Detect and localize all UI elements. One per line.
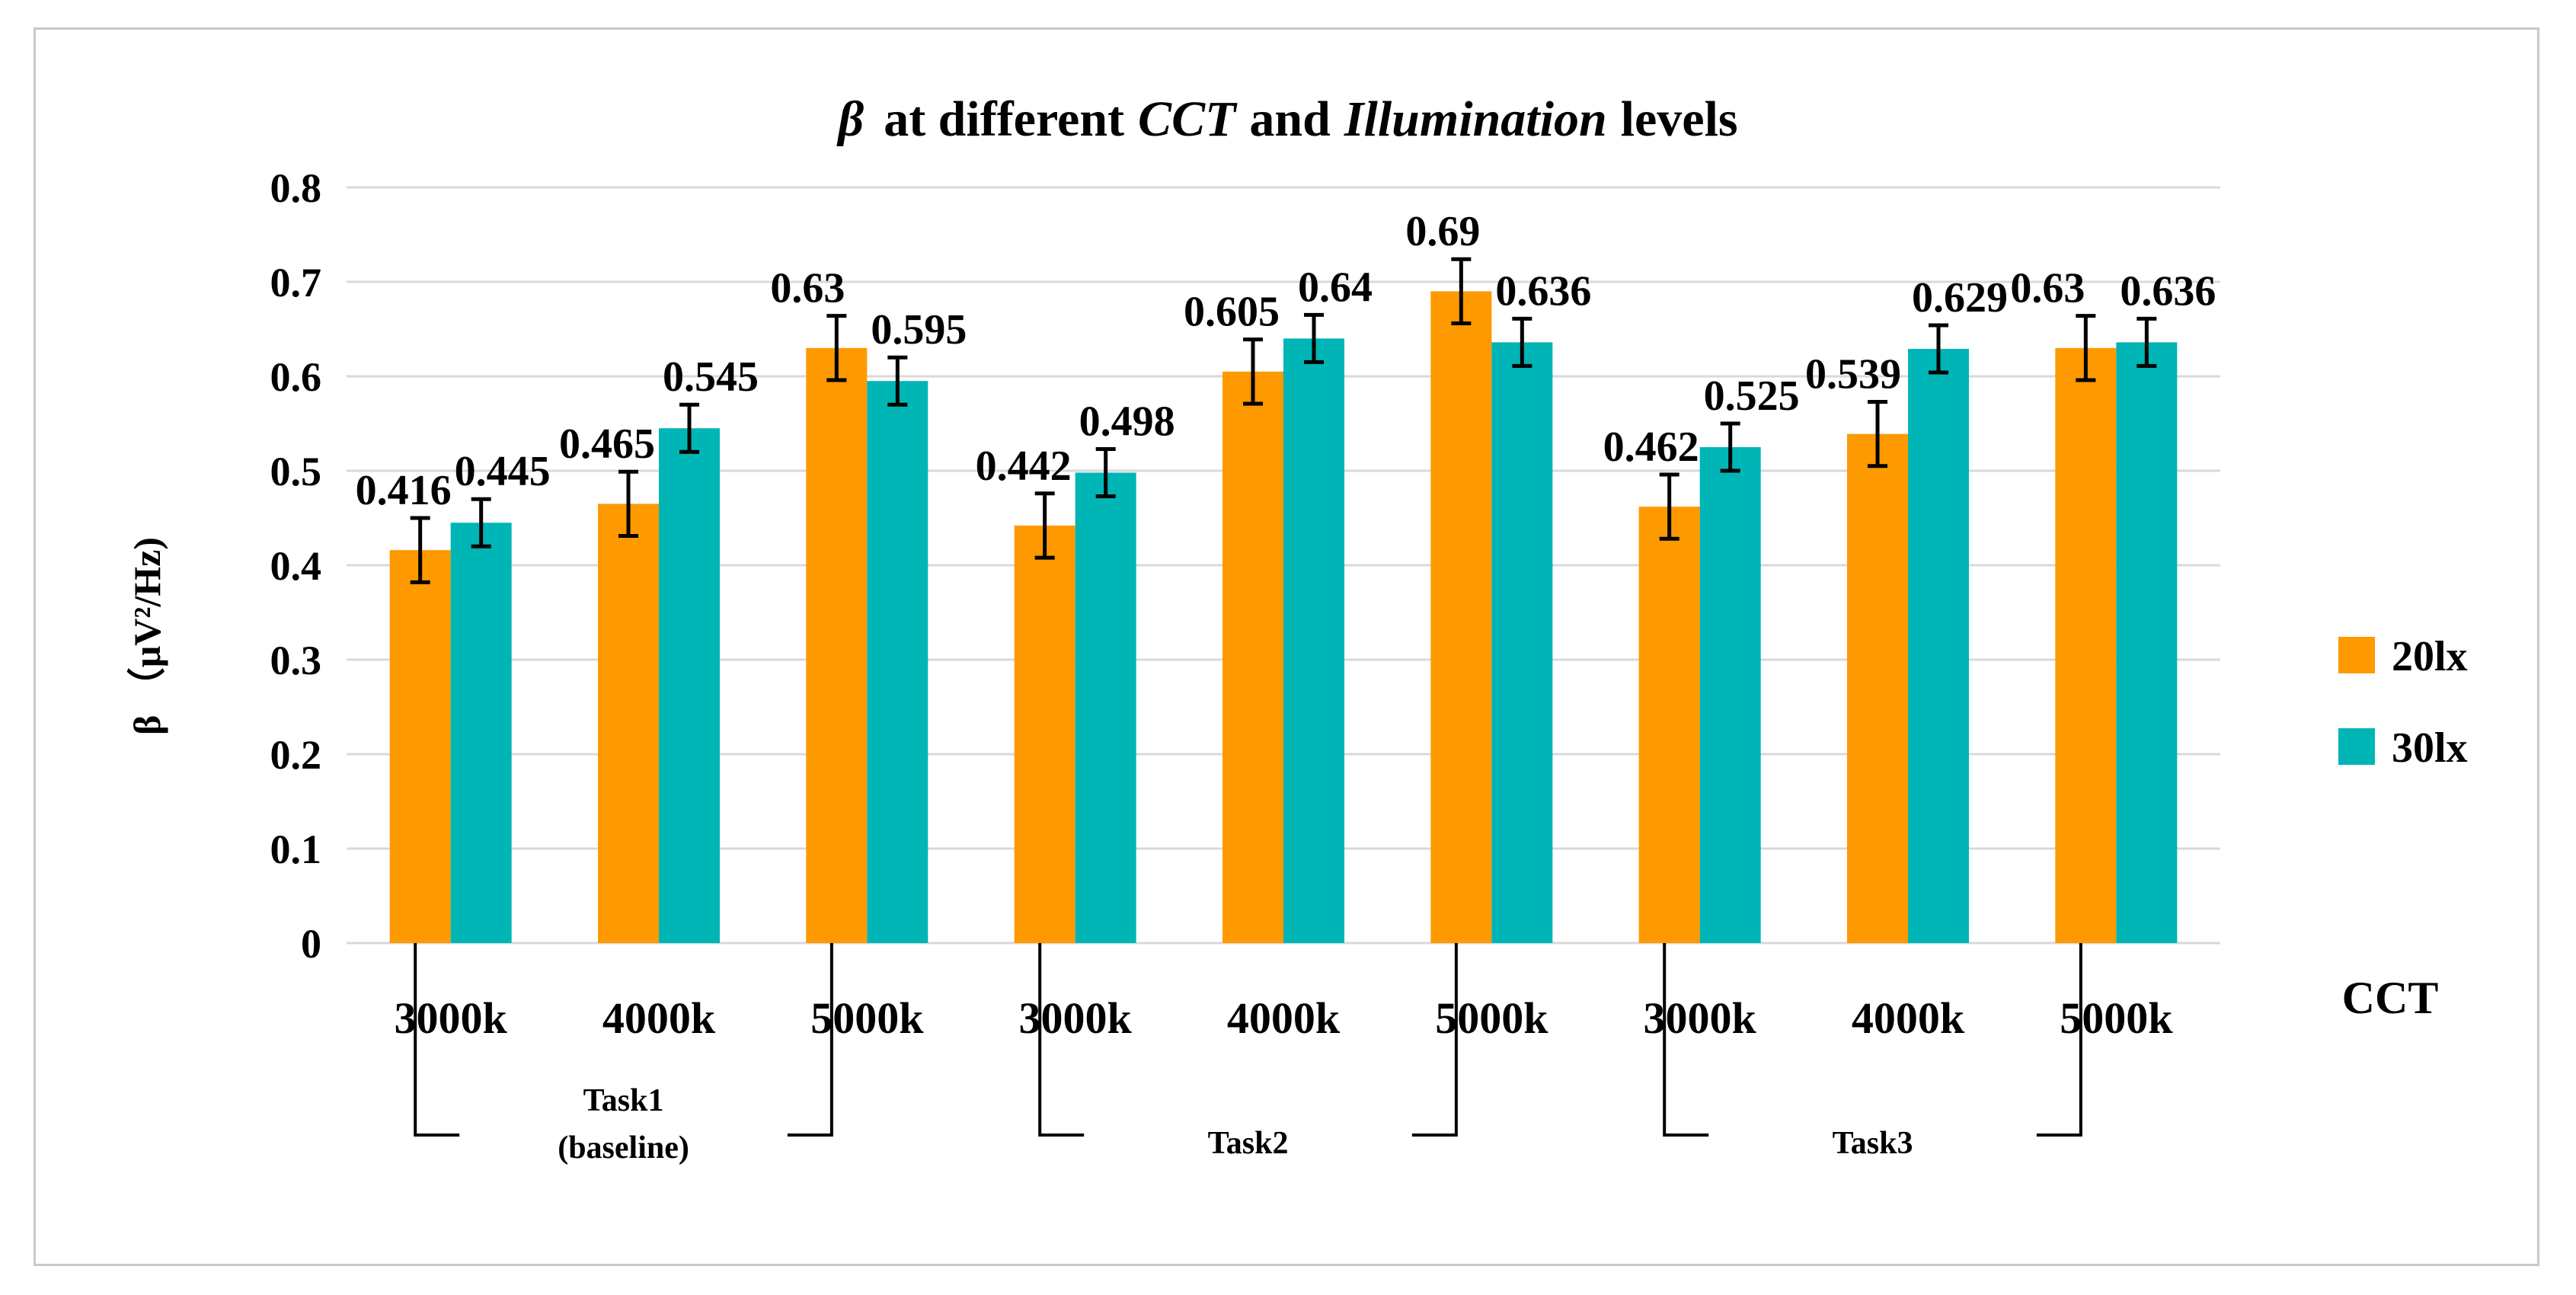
data-labels: 0.416 0.4450.4650.5450.630.5950.4420.4980…: [356, 208, 2216, 514]
y-tick-label: 0.3: [270, 638, 322, 683]
data-label-20lx: 0.63: [770, 265, 845, 312]
data-label-20lx: 0.539: [1805, 350, 1901, 398]
bar-30lx: [659, 428, 720, 943]
bar-30lx: [1075, 472, 1136, 943]
y-tick-label: 0.5: [270, 449, 322, 494]
data-label-20lx: 0.465: [559, 420, 655, 468]
legend: 20lx 30lx: [2338, 633, 2468, 772]
legend-swatch-30lx: [2338, 728, 2375, 765]
title-part2: and: [1249, 91, 1330, 147]
data-label-20lx: 0.605: [1184, 289, 1280, 336]
bar-30lx: [1491, 342, 1553, 943]
y-axis-label: β （μV²/Hz): [126, 537, 168, 735]
group-bracket-left: [1038, 943, 1085, 1137]
x-axis-ticks: 3000k 4000k 5000k 3000k 4000k 5000k 3000k 4000k…: [395, 993, 2174, 1043]
bar-20lx: [2055, 347, 2117, 943]
legend-label-20lx: 20lx: [2392, 633, 2468, 680]
bars: [389, 291, 2178, 943]
data-label-20lx: 0.63: [2010, 265, 2085, 312]
bar-30lx: [867, 381, 928, 943]
title-illumination: Illumination: [1344, 91, 1607, 147]
x-tick-label: 4000k: [1852, 993, 1965, 1043]
title-part3: levels: [1621, 91, 1738, 147]
x-tick-label: 4000k: [1227, 993, 1341, 1043]
data-label-20lx: 0.462: [1603, 424, 1699, 471]
x-axis-label: CCT: [2342, 973, 2439, 1023]
title-symbol: β: [836, 91, 864, 147]
legend-swatch-20lx: [2338, 637, 2375, 673]
task-groups: Task1 (baseline) Task2 Task3: [414, 943, 2082, 1166]
x-tick-label: 3000k: [1019, 993, 1133, 1043]
chart-title: β at different CCT and Illumination levels: [836, 91, 1737, 147]
legend-label-30lx: 30lx: [2392, 724, 2468, 772]
data-label-20lx: 0.442: [976, 443, 1072, 490]
data-label-30lx: 0.595: [871, 306, 967, 353]
data-label-30lx: 0.498: [1079, 398, 1175, 445]
group-bracket-right: [1411, 943, 1458, 1137]
group-label: Task2: [1208, 1126, 1289, 1161]
group-bracket-left: [414, 943, 460, 1137]
data-label-30lx: 0.64: [1298, 264, 1373, 311]
y-tick-label: 0.8: [270, 165, 322, 211]
y-tick-label: 0.1: [270, 827, 322, 872]
data-label-30lx: 0.636: [2120, 267, 2216, 315]
title-cct: CCT: [1138, 91, 1238, 147]
error-bars: [410, 257, 2157, 584]
group-bracket-right: [787, 943, 833, 1137]
group-label: Task1: [583, 1083, 664, 1118]
x-tick-label: 3000k: [395, 993, 508, 1043]
y-tick-label: 0.4: [270, 543, 322, 589]
group-label: (baseline): [558, 1130, 689, 1166]
data-label-30lx: 0.629: [1912, 274, 2008, 321]
y-tick-label: 0.7: [270, 260, 322, 305]
x-tick-label: 5000k: [1435, 993, 1548, 1043]
bar-30lx: [450, 523, 512, 943]
title-part1: at different: [884, 91, 1124, 147]
data-label-30lx: 0.545: [663, 353, 759, 401]
bar-20lx: [1638, 507, 1700, 943]
bar-20lx: [806, 347, 868, 943]
data-label-30lx: 0.636: [1495, 267, 1591, 315]
group-label: Task3: [1833, 1126, 1913, 1161]
y-tick-label: 0: [301, 921, 321, 967]
bar-20lx: [598, 504, 659, 943]
data-label-20lx: 0.69: [1405, 208, 1480, 255]
bar-20lx: [1014, 525, 1075, 943]
y-tick-label: 0.6: [270, 354, 322, 400]
bar-30lx: [1699, 447, 1761, 943]
x-tick-label: 3000k: [1644, 993, 1757, 1043]
y-axis-ticks: 0 0.1 0.2 0.3 0.4 0.5 0.6 0.7 0.8: [270, 165, 322, 967]
bar-20lx: [1847, 433, 1908, 943]
data-label-30lx: 0.445: [455, 448, 551, 495]
bar-20lx: [1222, 371, 1283, 943]
data-label-30lx: 0.525: [1704, 373, 1800, 420]
x-tick-label: 5000k: [810, 993, 924, 1043]
group-bracket-left: [1663, 943, 1709, 1137]
x-tick-label: 4000k: [602, 993, 716, 1043]
y-tick-label: 0.2: [270, 732, 322, 778]
bar-30lx: [2116, 342, 2178, 943]
bar-20lx: [389, 550, 451, 943]
bar-30lx: [1283, 338, 1344, 943]
bar-30lx: [1908, 349, 1969, 943]
data-label-20lx: 0.416: [356, 467, 452, 514]
group-bracket-right: [2036, 943, 2082, 1137]
x-tick-label: 5000k: [2060, 993, 2173, 1043]
bar-20lx: [1430, 291, 1492, 943]
